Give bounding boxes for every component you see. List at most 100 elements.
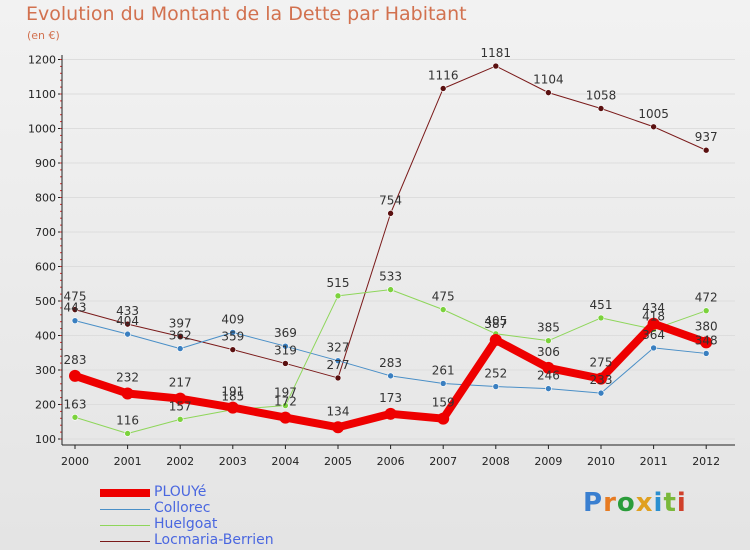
data-point [279, 411, 292, 424]
data-point [387, 372, 394, 380]
data-label: 116 [116, 413, 139, 427]
data-point [702, 350, 710, 357]
data-label: 409 [221, 312, 244, 326]
legend-swatch [100, 489, 150, 497]
data-label: 159 [432, 396, 455, 410]
data-label: 197 [274, 386, 297, 400]
data-label: 306 [537, 345, 560, 359]
grid-lines [62, 59, 735, 440]
data-point [176, 345, 184, 352]
data-label: 1005 [638, 107, 669, 121]
data-point [650, 123, 657, 131]
x-tick-label: 2011 [640, 455, 668, 468]
data-point [542, 361, 555, 374]
data-label: 157 [169, 399, 192, 413]
data-label: 405 [484, 314, 507, 328]
data-label: 1104 [533, 73, 564, 87]
data-point [700, 336, 713, 349]
data-point [124, 320, 131, 328]
data-label: 261 [432, 363, 455, 377]
data-point [226, 401, 239, 414]
data-label: 533 [379, 270, 402, 284]
data-label: 173 [379, 391, 402, 405]
data-label: 172 [274, 395, 297, 409]
data-point [595, 372, 607, 385]
data-point [439, 306, 447, 313]
data-point [437, 412, 450, 425]
y-tick-label: 700 [35, 226, 56, 239]
data-point [650, 344, 657, 352]
data-point [489, 333, 502, 346]
unit-label: (en €) [27, 29, 60, 42]
data-label: 246 [537, 369, 560, 383]
series-lines [69, 62, 713, 437]
logo-letter: i [676, 488, 687, 518]
legend-swatch [100, 540, 150, 542]
data-point [492, 62, 500, 70]
data-point [334, 357, 342, 364]
x-tick-label: 2006 [377, 455, 405, 468]
y-tick-label: 600 [35, 261, 56, 274]
proxiti-logo: Proxiti [583, 488, 687, 518]
data-point [387, 210, 394, 217]
data-label: 275 [590, 356, 613, 370]
data-label: 418 [642, 309, 665, 323]
data-label: 348 [695, 333, 718, 347]
y-tick-label: 100 [35, 433, 56, 446]
data-label: 362 [169, 329, 192, 343]
data-point [334, 292, 342, 300]
legend-swatch [100, 508, 150, 510]
data-label: 1116 [428, 68, 459, 82]
data-label: 397 [169, 317, 192, 331]
data-label: 404 [116, 314, 139, 328]
logo-letter: r [603, 488, 617, 518]
data-point [71, 317, 79, 324]
data-point [229, 329, 237, 336]
data-point [176, 416, 184, 423]
data-point [387, 286, 394, 293]
y-tick-label: 200 [35, 399, 56, 412]
data-point [71, 413, 79, 421]
data-label: 443 [64, 301, 87, 315]
x-tick-label: 2003 [219, 455, 247, 468]
legend-label: Collorec [154, 500, 211, 516]
x-tick-label: 2012 [692, 455, 720, 468]
data-point [174, 392, 187, 405]
data-label: 515 [327, 276, 350, 290]
y-tick-label: 1200 [28, 54, 56, 67]
data-point [282, 342, 289, 350]
data-label: 232 [116, 370, 139, 384]
legend-label: Huelgoat [154, 516, 218, 532]
data-point [597, 389, 605, 397]
x-tick-label: 2008 [482, 455, 510, 468]
y-tick-label: 900 [35, 157, 56, 170]
data-label: 433 [116, 304, 139, 318]
data-label: 385 [537, 321, 560, 335]
data-label: 163 [64, 397, 87, 411]
data-label: 754 [379, 193, 402, 207]
y-tick-label: 300 [35, 364, 56, 377]
data-point [702, 146, 710, 154]
y-tick-label: 800 [35, 192, 56, 205]
data-label: 359 [221, 330, 244, 344]
data-label: 283 [379, 356, 402, 370]
data-point [121, 387, 134, 400]
data-point [597, 105, 605, 112]
data-point [492, 383, 500, 390]
axes: 100 200 300 400 500 600 700 800 900 1000 1100 1200 2… [28, 54, 735, 468]
y-tick-label: 500 [35, 295, 56, 308]
data-point [229, 346, 237, 353]
data-label: 217 [169, 376, 192, 390]
data-point [647, 317, 660, 330]
data-label: 364 [642, 328, 665, 342]
x-tick-label: 2009 [534, 455, 562, 468]
data-label: 475 [64, 290, 87, 304]
data-point [545, 337, 552, 344]
data-label: 434 [642, 301, 665, 315]
data-point [282, 360, 289, 367]
data-point [439, 380, 447, 387]
data-label: 134 [327, 404, 350, 418]
data-label: 937 [695, 130, 718, 144]
y-tick-label: 1100 [28, 88, 56, 101]
data-label: 1181 [481, 46, 512, 60]
